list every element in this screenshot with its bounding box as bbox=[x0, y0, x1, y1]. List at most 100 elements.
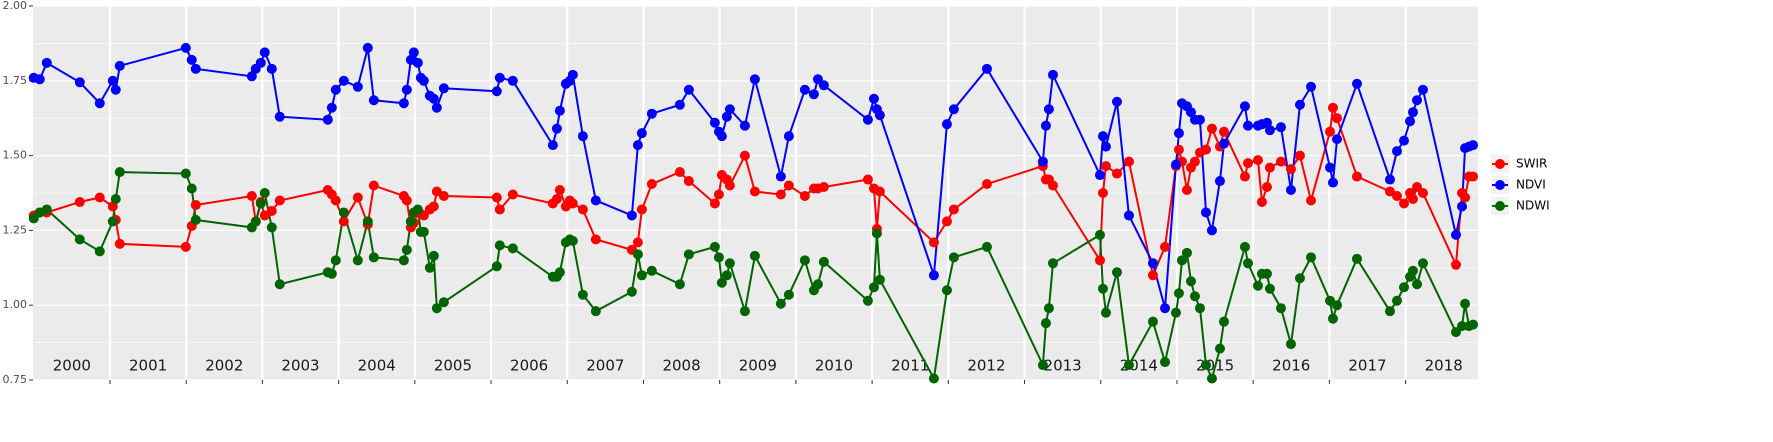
data-point bbox=[186, 54, 197, 65]
data-point bbox=[1147, 270, 1158, 281]
data-point bbox=[1206, 373, 1217, 384]
data-point bbox=[1111, 96, 1122, 107]
data-point bbox=[1468, 171, 1479, 182]
data-point bbox=[266, 205, 277, 216]
data-point bbox=[330, 255, 341, 266]
data-point bbox=[1294, 99, 1305, 110]
data-point bbox=[1040, 318, 1051, 329]
year-label: 2002 bbox=[205, 357, 243, 375]
data-point bbox=[775, 189, 786, 200]
data-point bbox=[1252, 155, 1263, 166]
data-point bbox=[1100, 307, 1111, 318]
legend-label: NDWI bbox=[1516, 199, 1550, 213]
data-point bbox=[428, 201, 439, 212]
data-point bbox=[107, 75, 118, 86]
data-point bbox=[1391, 190, 1402, 201]
data-point bbox=[547, 140, 558, 151]
data-point bbox=[783, 289, 794, 300]
data-point bbox=[713, 189, 724, 200]
data-point bbox=[1170, 307, 1181, 318]
data-point bbox=[190, 214, 201, 225]
data-point bbox=[1181, 247, 1192, 258]
year-label: 2017 bbox=[1348, 357, 1386, 375]
data-point bbox=[739, 150, 750, 161]
y-tick-label: 1.75 bbox=[3, 74, 28, 87]
data-point bbox=[438, 83, 449, 94]
data-point bbox=[1412, 95, 1423, 106]
data-point bbox=[551, 193, 562, 204]
data-point bbox=[928, 270, 939, 281]
data-point bbox=[928, 237, 939, 248]
data-point bbox=[941, 119, 952, 130]
data-point bbox=[408, 47, 419, 58]
data-point bbox=[775, 298, 786, 309]
data-point bbox=[941, 216, 952, 227]
data-point bbox=[1460, 192, 1471, 203]
data-point bbox=[1398, 282, 1409, 293]
data-point bbox=[1242, 120, 1253, 131]
data-point bbox=[626, 210, 637, 221]
data-point bbox=[1185, 276, 1196, 287]
data-point bbox=[1327, 177, 1338, 188]
data-point bbox=[1159, 241, 1170, 252]
data-point bbox=[1173, 288, 1184, 299]
year-label: 2005 bbox=[434, 357, 472, 375]
data-point bbox=[1206, 123, 1217, 134]
data-point bbox=[775, 171, 786, 182]
data-point bbox=[330, 195, 341, 206]
data-point bbox=[405, 216, 416, 227]
data-point bbox=[494, 240, 505, 251]
data-point bbox=[799, 84, 810, 95]
data-point bbox=[812, 279, 823, 290]
data-point bbox=[716, 131, 727, 142]
data-point bbox=[577, 131, 588, 142]
data-point bbox=[683, 249, 694, 260]
data-point bbox=[1159, 303, 1170, 314]
data-point bbox=[1097, 188, 1108, 198]
data-point bbox=[1306, 81, 1317, 92]
data-point bbox=[739, 120, 750, 131]
data-point bbox=[338, 207, 349, 218]
data-point bbox=[632, 140, 643, 151]
data-point bbox=[1218, 126, 1229, 137]
data-point bbox=[1123, 360, 1134, 371]
data-point bbox=[107, 201, 118, 212]
data-point bbox=[721, 111, 732, 122]
data-point bbox=[1306, 252, 1317, 263]
data-point bbox=[94, 246, 105, 257]
data-point bbox=[981, 241, 992, 252]
data-point bbox=[418, 226, 429, 237]
data-point bbox=[368, 95, 379, 106]
data-point bbox=[401, 244, 412, 255]
data-point bbox=[1417, 188, 1428, 198]
data-point bbox=[1047, 258, 1058, 269]
data-point bbox=[1100, 141, 1111, 152]
data-point bbox=[868, 93, 879, 104]
year-label: 2009 bbox=[739, 357, 777, 375]
data-point bbox=[491, 86, 502, 97]
data-point bbox=[1159, 357, 1170, 368]
data-point bbox=[1327, 313, 1338, 324]
data-point bbox=[724, 104, 735, 115]
data-point bbox=[1097, 283, 1108, 294]
legend-point bbox=[1495, 201, 1505, 211]
data-point bbox=[1037, 360, 1048, 371]
y-tick-label: 2.00 bbox=[3, 0, 28, 12]
data-point bbox=[110, 193, 121, 204]
data-point bbox=[250, 216, 261, 227]
data-point bbox=[1332, 113, 1343, 124]
y-tick-label: 1.00 bbox=[3, 298, 28, 311]
year-label: 2016 bbox=[1272, 357, 1310, 375]
data-point bbox=[180, 168, 191, 179]
data-point bbox=[494, 204, 505, 215]
data-point bbox=[1275, 156, 1286, 167]
data-point bbox=[1206, 225, 1217, 236]
data-point bbox=[1391, 295, 1402, 306]
data-point bbox=[868, 282, 879, 293]
data-point bbox=[398, 255, 409, 266]
data-point bbox=[1094, 170, 1105, 181]
year-label: 2001 bbox=[129, 357, 167, 375]
data-point bbox=[862, 114, 873, 125]
data-point bbox=[330, 84, 341, 95]
